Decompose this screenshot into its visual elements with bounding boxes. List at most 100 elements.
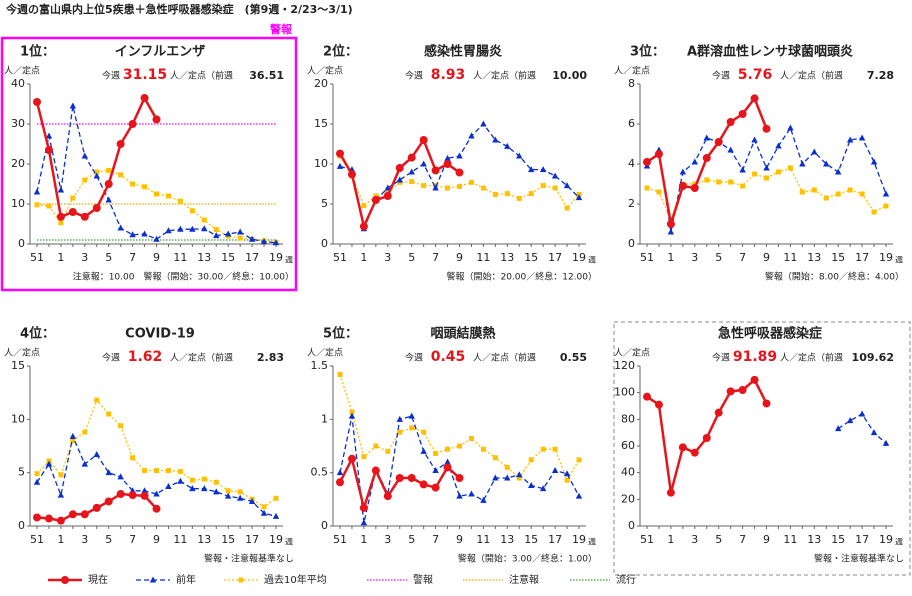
marker bbox=[576, 457, 582, 463]
footnote: 警報（開始：20.00／終息：12.00） bbox=[446, 271, 597, 283]
chart-title: 急性呼吸器感染症 bbox=[718, 326, 822, 342]
x-tick-label: 3 bbox=[384, 251, 391, 264]
marker bbox=[371, 466, 380, 475]
marker bbox=[396, 176, 403, 183]
marker bbox=[492, 455, 498, 461]
marker bbox=[140, 93, 149, 102]
x-tick-label: 11 bbox=[173, 251, 187, 264]
marker bbox=[870, 429, 878, 436]
x-tick-label: 9 bbox=[153, 251, 160, 264]
marker bbox=[189, 208, 195, 214]
marker bbox=[70, 195, 76, 201]
current-value: 91.89 bbox=[733, 349, 777, 365]
current-value: 31.15 bbox=[123, 67, 167, 83]
marker bbox=[46, 203, 52, 209]
marker bbox=[129, 231, 136, 238]
rank: 1位： bbox=[20, 44, 55, 60]
marker bbox=[213, 488, 220, 495]
marker bbox=[443, 463, 452, 472]
y-tick-label: 8 bbox=[628, 77, 635, 90]
y-unit-label: 人／定点 bbox=[4, 65, 40, 77]
marker bbox=[431, 483, 440, 492]
marker bbox=[457, 183, 462, 189]
marker bbox=[516, 475, 522, 481]
marker bbox=[94, 169, 100, 175]
marker bbox=[727, 146, 734, 153]
marker bbox=[273, 495, 279, 501]
marker bbox=[272, 239, 280, 246]
footnote: 警報（開始：3.00／終息：1.00） bbox=[458, 553, 597, 565]
y-tick-label: 40 bbox=[621, 466, 635, 479]
previous-value: 36.51 bbox=[249, 69, 284, 82]
marker bbox=[213, 227, 219, 233]
marker bbox=[702, 434, 711, 442]
previous-value: 0.55 bbox=[560, 351, 587, 364]
x-tick-label: 3 bbox=[81, 251, 88, 264]
marker bbox=[225, 488, 231, 494]
marker bbox=[575, 492, 583, 499]
marker bbox=[189, 485, 196, 492]
this-week-label: 今週 bbox=[102, 70, 120, 82]
this-week-label: 今週 bbox=[405, 352, 423, 364]
legend-label: 現在 bbox=[88, 574, 108, 586]
marker bbox=[94, 397, 100, 403]
marker bbox=[409, 425, 415, 431]
marker bbox=[419, 480, 428, 489]
x-tick-label: 13 bbox=[197, 251, 211, 264]
x-tick-label: 15 bbox=[221, 533, 235, 546]
marker bbox=[152, 504, 161, 513]
y-tick-label: 20 bbox=[11, 157, 25, 170]
marker bbox=[383, 192, 392, 200]
marker bbox=[33, 478, 41, 485]
marker bbox=[116, 490, 125, 498]
marker bbox=[371, 196, 380, 204]
marker bbox=[336, 478, 344, 487]
marker bbox=[468, 436, 474, 442]
series-line bbox=[837, 413, 887, 444]
x-tick-label: 11 bbox=[173, 533, 187, 546]
chart-title: 感染性胃腸炎 bbox=[424, 44, 502, 60]
x-tick-label: 19 bbox=[572, 533, 586, 546]
marker bbox=[563, 470, 571, 477]
y-unit-label: 人／定点 bbox=[307, 347, 343, 359]
marker bbox=[431, 166, 440, 175]
marker bbox=[118, 423, 124, 429]
marker bbox=[409, 179, 415, 185]
marker bbox=[858, 410, 866, 417]
marker bbox=[762, 399, 771, 408]
marker bbox=[80, 510, 89, 519]
marker bbox=[456, 492, 463, 499]
marker bbox=[764, 175, 769, 181]
x-tick-label: 5 bbox=[105, 533, 112, 546]
y-tick-label: 80 bbox=[621, 412, 635, 425]
x-tick-label: 15 bbox=[831, 533, 845, 546]
marker bbox=[552, 446, 558, 452]
series-line bbox=[36, 434, 277, 518]
y-tick-label: 2 bbox=[628, 197, 635, 210]
marker bbox=[738, 386, 747, 394]
y-tick-label: 15 bbox=[11, 359, 25, 372]
marker bbox=[516, 195, 522, 201]
marker bbox=[654, 150, 663, 158]
marker bbox=[201, 217, 207, 223]
marker bbox=[666, 220, 675, 228]
x-tick-label: 7 bbox=[129, 533, 136, 546]
x-tick-label: 1 bbox=[57, 251, 64, 264]
x-tick-label: 19 bbox=[572, 251, 586, 264]
y-tick-label: 10 bbox=[11, 197, 25, 210]
marker bbox=[347, 170, 356, 179]
marker bbox=[260, 238, 268, 245]
marker bbox=[504, 464, 510, 470]
marker bbox=[847, 187, 853, 193]
marker bbox=[551, 467, 559, 474]
marker bbox=[750, 94, 759, 103]
marker bbox=[105, 469, 112, 476]
marker bbox=[395, 474, 404, 482]
marker bbox=[118, 172, 124, 178]
y-tick-label: 15 bbox=[314, 117, 328, 130]
marker bbox=[142, 184, 148, 190]
unit-note: 人／定点（前週 bbox=[473, 70, 536, 82]
x-unit: 週 bbox=[285, 538, 293, 547]
unit-note: 人／定点（前週 bbox=[780, 352, 843, 364]
marker bbox=[420, 447, 427, 454]
